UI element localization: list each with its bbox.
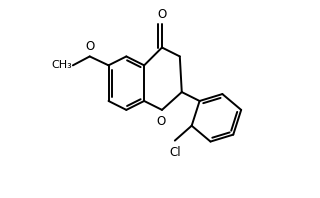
Text: O: O [157, 8, 167, 21]
Text: O: O [85, 40, 94, 53]
Text: Cl: Cl [169, 146, 181, 159]
Text: CH₃: CH₃ [51, 60, 72, 70]
Text: O: O [156, 115, 166, 129]
